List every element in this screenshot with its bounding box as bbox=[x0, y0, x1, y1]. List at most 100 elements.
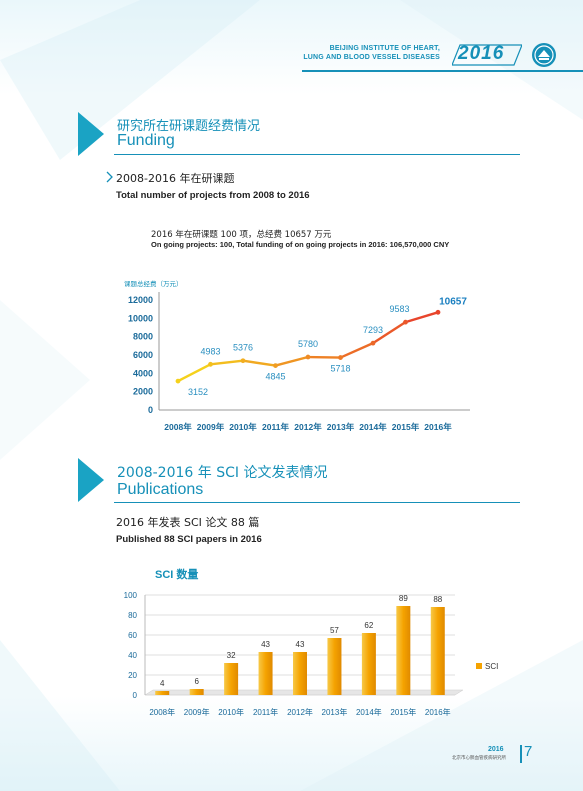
institute-name-line2: LUNG AND BLOOD VESSEL DISEASES bbox=[303, 54, 440, 61]
funding-data-point bbox=[435, 309, 441, 315]
section-marker-icon bbox=[78, 458, 104, 502]
funding-line-segment bbox=[339, 341, 375, 359]
sci-x-tick: 2013年 bbox=[322, 707, 348, 717]
funding-data-label: 5718 bbox=[330, 364, 350, 374]
publications-title-zh: 2008-2016 年 SCI 论文发表情况 bbox=[117, 465, 328, 481]
publications-subtitle-zh: 2016 年发表 SCI 论文 88 篇 bbox=[116, 516, 260, 529]
funding-x-tick: 2008年 bbox=[164, 422, 192, 432]
funding-line-segment bbox=[209, 359, 245, 366]
funding-data-point bbox=[370, 340, 376, 346]
funding-y-tick: 0 bbox=[148, 405, 153, 415]
footer-divider bbox=[520, 745, 522, 763]
funding-data-label: 4845 bbox=[265, 372, 285, 382]
funding-data-label: 4983 bbox=[200, 346, 220, 356]
sci-bar-label: 89 bbox=[399, 594, 408, 603]
sci-legend-swatch bbox=[476, 663, 482, 669]
sci-x-tick: 2012年 bbox=[287, 707, 313, 717]
funding-data-point bbox=[305, 354, 311, 360]
footer-org: 北京市心肺血管疾病研究所 bbox=[452, 756, 506, 761]
funding-data-point bbox=[273, 363, 278, 368]
sci-x-tick: 2011年 bbox=[253, 707, 278, 717]
sci-bar-label: 62 bbox=[364, 621, 373, 630]
sci-bar bbox=[396, 606, 411, 695]
sci-bar-label: 43 bbox=[261, 640, 270, 649]
funding-data-label: 7293 bbox=[363, 325, 383, 335]
funding-x-tick: 2011年 bbox=[262, 422, 289, 432]
sci-bar bbox=[189, 689, 204, 695]
publications-title-en: Publications bbox=[117, 481, 204, 498]
funding-x-tick: 2015年 bbox=[392, 422, 420, 432]
sci-bar-label: 57 bbox=[330, 626, 339, 635]
funding-subtitle-zh: 2008-2016 年在研课题 bbox=[116, 172, 235, 185]
funding-x-tick: 2014年 bbox=[359, 422, 387, 432]
sci-bar bbox=[224, 663, 239, 695]
sci-bar-label: 4 bbox=[160, 679, 165, 688]
institute-name: BEIJING INSTITUTE OF HEART, LUNG AND BLO… bbox=[303, 44, 440, 62]
funding-y-tick: 2000 bbox=[133, 387, 153, 397]
publications-divider bbox=[114, 502, 520, 503]
sci-bar bbox=[155, 691, 170, 695]
funding-y-tick: 8000 bbox=[133, 332, 153, 342]
funding-line-segment bbox=[176, 363, 212, 383]
sci-y-tick: 80 bbox=[128, 611, 137, 620]
sci-bar-label: 6 bbox=[194, 677, 199, 686]
funding-y-tick: 4000 bbox=[133, 368, 153, 378]
footer-year: 2016 bbox=[488, 746, 504, 753]
funding-data-label: 10657 bbox=[439, 296, 467, 307]
year-frame-icon bbox=[452, 44, 522, 66]
sci-x-tick: 2009年 bbox=[184, 707, 210, 717]
sci-y-tick: 40 bbox=[128, 651, 137, 660]
funding-data-point bbox=[338, 355, 343, 360]
funding-x-tick: 2013年 bbox=[327, 422, 355, 432]
funding-y-axis-label: 课题总经费（万元） bbox=[124, 279, 183, 288]
sci-y-tick: 60 bbox=[128, 631, 137, 640]
funding-x-tick: 2016年 bbox=[424, 422, 452, 432]
funding-x-tick: 2012年 bbox=[294, 422, 322, 432]
sci-x-tick: 2010年 bbox=[218, 707, 244, 717]
funding-line-segment bbox=[404, 311, 440, 324]
page-number: 7 bbox=[524, 743, 533, 760]
sci-bar-label: 88 bbox=[433, 595, 442, 604]
sci-x-tick: 2016年 bbox=[425, 707, 451, 717]
funding-y-tick: 12000 bbox=[128, 295, 153, 305]
sci-y-tick: 100 bbox=[124, 591, 138, 600]
institute-name-line1: BEIJING INSTITUTE OF HEART, bbox=[329, 45, 440, 52]
header-divider bbox=[302, 70, 583, 72]
sci-x-tick: 2008年 bbox=[149, 707, 175, 717]
funding-data-point bbox=[240, 358, 246, 364]
sci-bar-label: 32 bbox=[227, 651, 236, 660]
funding-data-label: 5780 bbox=[298, 339, 318, 349]
sci-y-tick: 0 bbox=[133, 691, 138, 700]
funding-data-label: 3152 bbox=[188, 387, 208, 397]
funding-y-tick: 6000 bbox=[133, 350, 153, 360]
sci-y-tick: 20 bbox=[128, 671, 137, 680]
sci-bar bbox=[258, 652, 273, 695]
header-year: 2016 bbox=[458, 43, 505, 64]
funding-line-segment bbox=[274, 355, 310, 367]
sci-chart-title: SCI 数量 bbox=[155, 567, 198, 581]
sci-x-tick: 2015年 bbox=[390, 707, 416, 717]
funding-y-tick: 10000 bbox=[128, 313, 153, 323]
funding-x-tick: 2009年 bbox=[197, 422, 225, 432]
funding-note-zh: 2016 年在研课题 100 项，总经费 10657 万元 bbox=[151, 230, 332, 240]
section-marker-icon bbox=[78, 112, 104, 156]
funding-x-tick: 2010年 bbox=[229, 422, 257, 432]
funding-line-segment bbox=[241, 359, 277, 367]
sci-legend-label: SCI bbox=[485, 662, 498, 671]
funding-line-chart: 课题总经费（万元） 0 2000 4000 6000 8000 10000 12000 2008… bbox=[124, 279, 470, 432]
funding-data-point bbox=[208, 361, 213, 367]
sci-bar bbox=[430, 607, 445, 695]
sci-bar bbox=[327, 638, 342, 695]
funding-data-label: 9583 bbox=[389, 304, 409, 314]
funding-line-segment bbox=[306, 355, 342, 359]
sci-bar-chart: SCI 数量 0 20 40 60 80 100 4 2008年 6 2009年 32 2010年 43 2… bbox=[124, 567, 499, 717]
funding-note-en: On going projects: 100, Total funding of… bbox=[151, 240, 450, 249]
funding-data-label: 5376 bbox=[233, 343, 253, 353]
funding-data-point bbox=[403, 319, 408, 325]
sci-x-tick: 2014年 bbox=[356, 707, 382, 717]
funding-title-zh: 研究所在研课题经费情况 bbox=[117, 119, 261, 134]
funding-title-en: Funding bbox=[117, 132, 175, 149]
funding-line-segment bbox=[371, 320, 407, 345]
funding-data-point bbox=[175, 378, 181, 384]
